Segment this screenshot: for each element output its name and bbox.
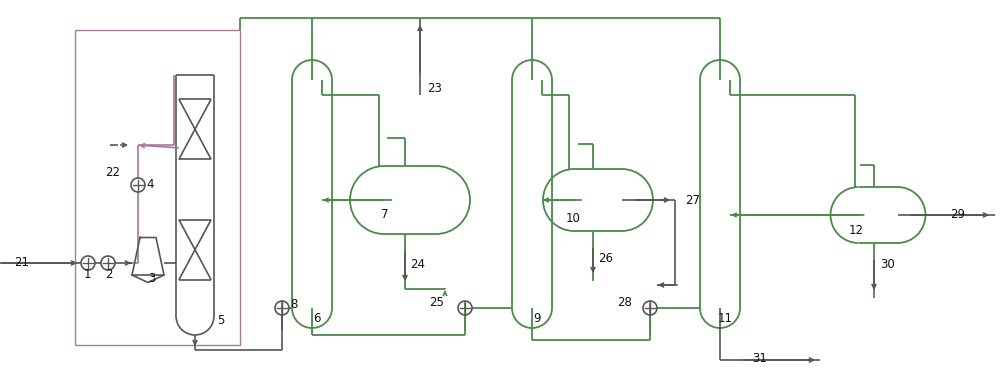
Text: 21: 21 [14,256,30,270]
Text: 2: 2 [105,268,113,282]
Text: 10: 10 [566,211,580,224]
Text: 29: 29 [950,208,966,222]
Text: 12: 12 [848,224,864,236]
Bar [75,30,240,345]
Text: 27: 27 [686,193,700,207]
Text: 6: 6 [313,311,321,325]
Text: 4: 4 [146,178,154,192]
Text: 5: 5 [217,314,225,326]
Text: 25: 25 [430,296,444,310]
Text: 28: 28 [618,296,632,310]
Text: 24: 24 [411,259,426,271]
Text: 26: 26 [598,251,614,265]
Text: 31: 31 [753,351,767,365]
Text: 8: 8 [290,299,298,311]
Text: 9: 9 [533,311,541,325]
Text: 1: 1 [83,268,91,282]
Text: 30: 30 [881,259,895,271]
Text: 7: 7 [381,208,389,222]
Text: 11: 11 [718,311,732,325]
Text: 23: 23 [428,81,442,95]
Text: 22: 22 [106,166,120,178]
Text: 3: 3 [148,271,156,285]
